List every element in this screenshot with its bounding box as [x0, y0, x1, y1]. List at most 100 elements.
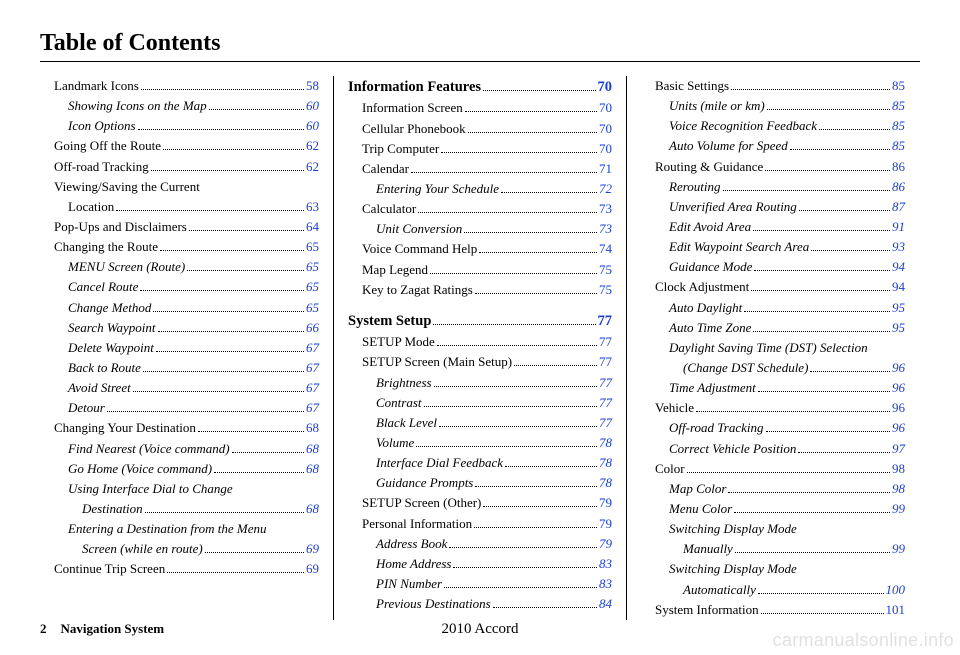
toc-entry-page[interactable]: 63: [306, 197, 319, 217]
toc-entry-page[interactable]: 70: [599, 119, 612, 139]
toc-entry-page[interactable]: 79: [599, 493, 612, 513]
toc-entry: Back to Route67: [54, 358, 319, 378]
toc-entry-page[interactable]: 96: [892, 378, 905, 398]
toc-entry-page[interactable]: 67: [306, 398, 319, 418]
toc-entry-page[interactable]: 77: [599, 373, 612, 393]
toc-entry-label: Landmark Icons: [54, 76, 139, 96]
toc-entry-page[interactable]: 67: [306, 378, 319, 398]
toc-entry-page[interactable]: 83: [599, 554, 612, 574]
toc-entry-page[interactable]: 85: [892, 136, 905, 156]
toc-entry-page[interactable]: 71: [599, 159, 612, 179]
toc-leader-dots: [163, 141, 304, 151]
toc-entry-page[interactable]: 83: [599, 574, 612, 594]
toc-entry: Change Method65: [54, 298, 319, 318]
toc-entry-page[interactable]: 78: [599, 453, 612, 473]
toc-entry-label: Map Color: [669, 479, 726, 499]
toc-entry-page[interactable]: 98: [892, 479, 905, 499]
toc-entry-page[interactable]: 95: [892, 298, 905, 318]
toc-entry-page[interactable]: 96: [892, 418, 905, 438]
toc-entry-page[interactable]: 66: [306, 318, 319, 338]
toc-entry-page[interactable]: 96: [892, 358, 905, 378]
toc-entry-page[interactable]: 85: [892, 96, 905, 116]
toc-entry: Volume78: [348, 433, 612, 453]
toc-entry-page[interactable]: 96: [892, 398, 905, 418]
toc-entry-page[interactable]: 77: [599, 352, 612, 372]
toc-entry-label: Vehicle: [655, 398, 694, 418]
toc-entry-page[interactable]: 62: [306, 157, 319, 177]
toc-entry-page[interactable]: 77: [598, 310, 613, 332]
toc-entry-page[interactable]: 98: [892, 459, 905, 479]
toc-entry-page[interactable]: 93: [892, 237, 905, 257]
toc-entry-page[interactable]: 75: [599, 260, 612, 280]
toc-entry-page[interactable]: 95: [892, 318, 905, 338]
toc-entry-page[interactable]: 84: [599, 594, 612, 614]
toc-entry-page[interactable]: 74: [599, 239, 612, 259]
toc-entry: Automatically100: [641, 580, 905, 600]
toc-entry-page[interactable]: 65: [306, 257, 319, 277]
toc-leader-dots: [479, 244, 597, 254]
toc-entry-label: MENU Screen (Route): [68, 257, 185, 277]
toc-entry-page[interactable]: 58: [306, 76, 319, 96]
toc-entry: Cellular Phonebook70: [348, 119, 612, 139]
toc-entry-page[interactable]: 73: [599, 219, 612, 239]
toc-entry-page[interactable]: 79: [599, 534, 612, 554]
toc-entry-page[interactable]: 94: [892, 277, 905, 297]
toc-leader-dots: [133, 382, 304, 392]
toc-entry: Edit Waypoint Search Area93: [641, 237, 905, 257]
toc-entry-page[interactable]: 77: [599, 332, 612, 352]
toc-entry: Going Off the Route62: [54, 136, 319, 156]
toc-entry-page[interactable]: 86: [892, 177, 905, 197]
toc-entry-page[interactable]: 65: [306, 237, 319, 257]
toc-entry-page[interactable]: 65: [306, 277, 319, 297]
toc-entry: SETUP Screen (Main Setup)77: [348, 352, 612, 372]
toc-entry-page[interactable]: 73: [599, 199, 612, 219]
toc-leader-dots: [766, 423, 891, 433]
toc-entry-page[interactable]: 100: [886, 580, 906, 600]
toc-entry-page[interactable]: 97: [892, 439, 905, 459]
toc-entry-page[interactable]: 99: [892, 539, 905, 559]
toc-entry-page[interactable]: 65: [306, 298, 319, 318]
toc-entry-page[interactable]: 69: [306, 559, 319, 579]
toc-entry-page[interactable]: 60: [306, 96, 319, 116]
toc-entry-page[interactable]: 67: [306, 358, 319, 378]
toc-entry-label: Screen (while en route): [82, 539, 203, 559]
toc-entry-page[interactable]: 72: [599, 179, 612, 199]
toc-entry-page[interactable]: 68: [306, 439, 319, 459]
toc-entry-page[interactable]: 75: [599, 280, 612, 300]
toc-entry-page[interactable]: 91: [892, 217, 905, 237]
toc-entry: Entering a Destination from the Menu: [54, 519, 319, 539]
toc-entry-page[interactable]: 67: [306, 338, 319, 358]
toc-entry-label: Destination: [82, 499, 143, 519]
toc-entry: Rerouting86: [641, 177, 905, 197]
toc-entry-page[interactable]: 85: [892, 116, 905, 136]
toc-entry-page[interactable]: 60: [306, 116, 319, 136]
toc-entry: Cancel Route65: [54, 277, 319, 297]
toc-entry: Key to Zagat Ratings75: [348, 280, 612, 300]
toc-entry-page[interactable]: 78: [599, 433, 612, 453]
toc-leader-dots: [439, 417, 597, 427]
toc-entry-page[interactable]: 87: [892, 197, 905, 217]
toc-leader-dots: [767, 100, 890, 110]
toc-entry-page[interactable]: 70: [598, 76, 613, 98]
toc-entry-page[interactable]: 79: [599, 514, 612, 534]
toc-entry-page[interactable]: 64: [306, 217, 319, 237]
toc-entry-page[interactable]: 68: [306, 499, 319, 519]
toc-entry-page[interactable]: 62: [306, 136, 319, 156]
toc-entry-page[interactable]: 70: [599, 98, 612, 118]
toc-entry-page[interactable]: 85: [892, 76, 905, 96]
toc-entry-page[interactable]: 77: [599, 393, 612, 413]
toc-entry-label: Changing the Route: [54, 237, 158, 257]
toc-entry-page[interactable]: 68: [306, 418, 319, 438]
toc-entry-label: Basic Settings: [655, 76, 729, 96]
toc-entry-page[interactable]: 77: [599, 413, 612, 433]
toc-leader-dots: [214, 463, 304, 473]
toc-entry-page[interactable]: 68: [306, 459, 319, 479]
toc-entry-page[interactable]: 99: [892, 499, 905, 519]
toc-entry-page[interactable]: 70: [599, 139, 612, 159]
toc-entry-page[interactable]: 86: [892, 157, 905, 177]
toc-entry-page[interactable]: 69: [306, 539, 319, 559]
toc-entry-page[interactable]: 78: [599, 473, 612, 493]
toc-entry-page[interactable]: 101: [886, 600, 906, 620]
toc-entry-page[interactable]: 94: [892, 257, 905, 277]
toc-entry: Units (mile or km)85: [641, 96, 905, 116]
